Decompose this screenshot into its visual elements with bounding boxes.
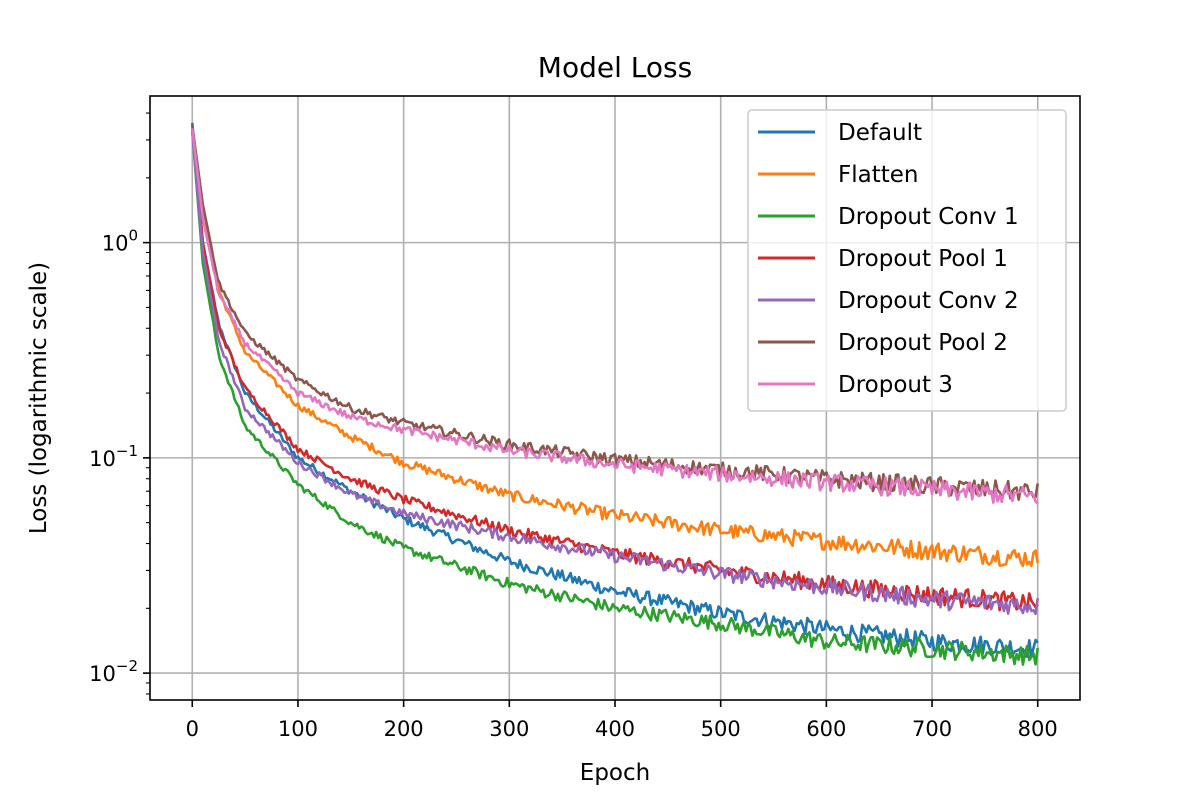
x-tick-label: 0 [186, 717, 199, 741]
series-line [190, 128, 1039, 505]
series-layer [190, 122, 1040, 666]
x-tick-label: 800 [1018, 717, 1058, 741]
series-line [190, 128, 1040, 568]
legend-label: Default [838, 120, 922, 146]
axes: 0 100 200 300 400 500 600 700 800 10−2 10−1 100 [89, 95, 1081, 741]
x-axis-label: Epoch [580, 760, 650, 786]
x-tick-label: 300 [489, 717, 529, 741]
y-tick-label: 100 [102, 227, 138, 256]
legend-box [747, 109, 1067, 412]
legend-label: Dropout Pool 2 [838, 330, 1008, 356]
legend-label: Dropout Pool 1 [838, 246, 1008, 272]
legend: Default Flatten Dropout Conv 1 Dropout Pool… [747, 109, 1067, 412]
y-tick-label: 10−1 [89, 442, 138, 471]
x-tick-label: 100 [278, 717, 318, 741]
y-tick-label: 10−2 [89, 657, 138, 686]
x-tick-label: 400 [595, 717, 635, 741]
legend-label: Dropout 3 [838, 372, 953, 398]
chart-title: Model Loss [538, 51, 692, 84]
series-line [190, 130, 1040, 666]
x-tick-label: 700 [912, 717, 952, 741]
legend-label: Dropout Conv 2 [838, 288, 1019, 314]
x-tick-label: 500 [701, 717, 741, 741]
x-tick-label: 200 [384, 717, 424, 741]
legend-label: Flatten [838, 162, 918, 188]
series-line [190, 130, 1040, 616]
x-tick-label: 600 [806, 717, 846, 741]
legend-label: Dropout Conv 1 [838, 204, 1019, 230]
series-line [190, 125, 1040, 501]
y-axis-label: Loss (logarithmic scale) [26, 262, 52, 534]
